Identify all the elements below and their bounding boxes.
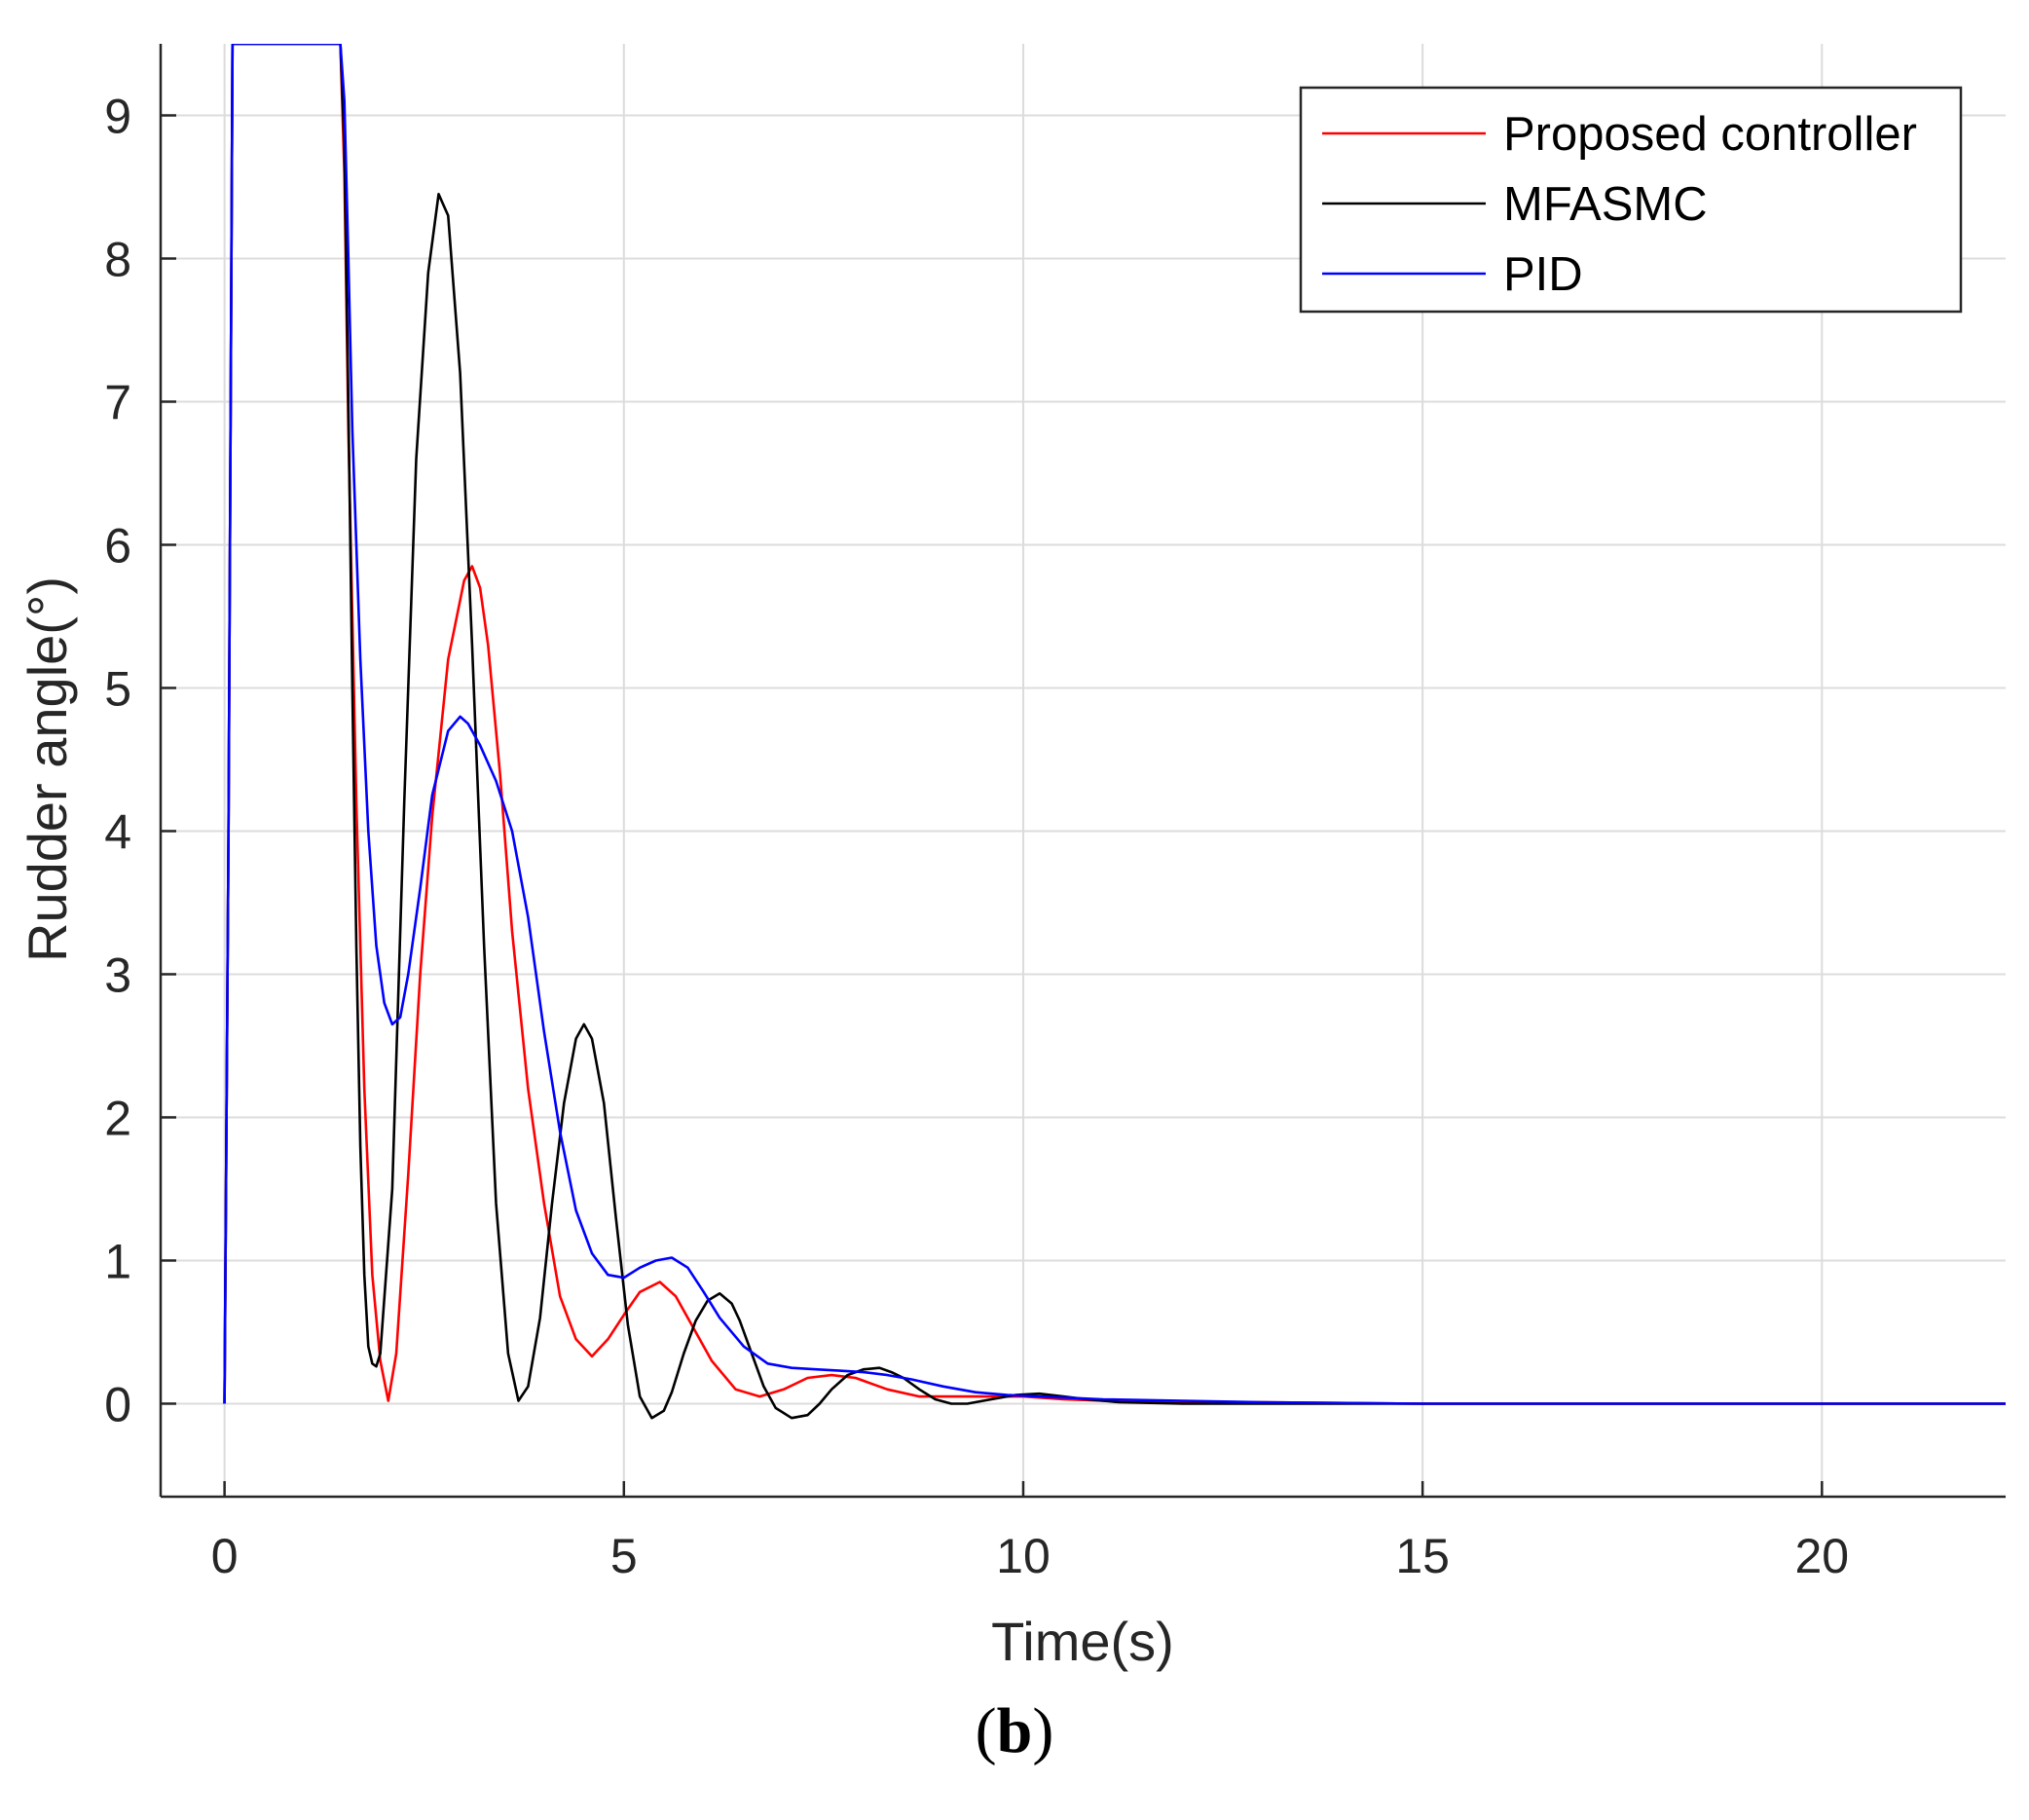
y-tick-label-0: 0 xyxy=(104,1377,131,1431)
figure-caption: (b) xyxy=(975,1695,1054,1766)
x-tick-label-4: 20 xyxy=(1795,1529,1850,1583)
x-tick-label-0: 0 xyxy=(211,1529,239,1583)
x-tick-label-3: 15 xyxy=(1395,1529,1450,1583)
legend-label-0: Proposed controller xyxy=(1503,108,1917,161)
legend-label-1: MFASMC xyxy=(1503,178,1708,231)
y-tick-label-8: 8 xyxy=(104,232,131,286)
axes xyxy=(159,44,2006,1499)
legend: Proposed controller MFASMC PID xyxy=(1299,86,1963,314)
series-lines xyxy=(223,44,2006,1420)
y-tick-label-7: 7 xyxy=(104,375,131,429)
y-axis-label: Rudder angle(°) xyxy=(17,576,78,962)
series-line-0 xyxy=(223,44,2006,1405)
y-tick-label-4: 4 xyxy=(104,804,131,859)
x-tick-label-2: 10 xyxy=(996,1529,1051,1583)
y-tick-label-1: 1 xyxy=(104,1234,131,1288)
y-tick-label-9: 9 xyxy=(104,89,131,143)
x-tick-label-1: 5 xyxy=(610,1529,638,1583)
y-tick-label-2: 2 xyxy=(104,1091,131,1145)
x-axis-label: Time(s) xyxy=(991,1611,1174,1672)
tick-labels: 0 5 10 15 20 0 1 2 3 4 5 6 7 8 9 xyxy=(104,89,1849,1583)
y-tick-label-3: 3 xyxy=(104,947,131,1002)
y-tick-label-6: 6 xyxy=(104,518,131,573)
series-line-2 xyxy=(223,44,2006,1405)
rudder-angle-chart: 0 5 10 15 20 0 1 2 3 4 5 6 7 8 9 Time(s) Rudder angle(… xyxy=(17,44,2006,1672)
legend-label-2: PID xyxy=(1503,248,1583,301)
y-tick-label-5: 5 xyxy=(104,661,131,716)
series-line-1 xyxy=(223,44,2006,1420)
